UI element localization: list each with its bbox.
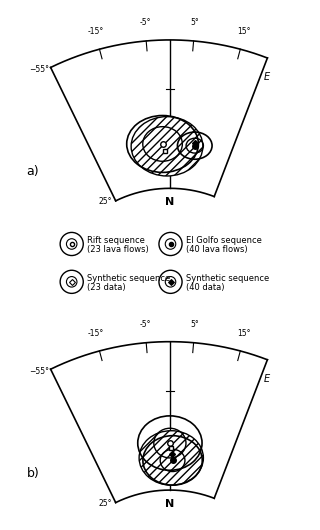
Text: a): a) xyxy=(27,165,39,179)
Text: −55°: −55° xyxy=(29,65,49,74)
Text: -15°: -15° xyxy=(88,27,104,36)
Text: 15°: 15° xyxy=(237,27,251,36)
Ellipse shape xyxy=(139,431,204,485)
Text: (40 lava flows): (40 lava flows) xyxy=(186,245,248,254)
Ellipse shape xyxy=(131,117,203,176)
Text: 5°: 5° xyxy=(190,18,199,27)
Text: b): b) xyxy=(27,467,39,480)
Text: -5°: -5° xyxy=(139,18,151,27)
Text: Synthetic sequence: Synthetic sequence xyxy=(87,273,171,282)
Text: N: N xyxy=(165,197,174,207)
Text: 15°: 15° xyxy=(237,329,251,338)
Text: (23 lava flows): (23 lava flows) xyxy=(87,245,149,254)
Text: -15°: -15° xyxy=(88,329,104,338)
Text: El Golfo sequence: El Golfo sequence xyxy=(186,236,262,245)
Text: −55°: −55° xyxy=(29,367,49,376)
Text: (23 data): (23 data) xyxy=(87,283,126,292)
Text: Synthetic sequence: Synthetic sequence xyxy=(186,273,269,282)
Text: E: E xyxy=(264,374,270,384)
Text: 5°: 5° xyxy=(190,320,199,329)
Text: N: N xyxy=(165,499,174,509)
Text: 25°: 25° xyxy=(99,197,112,206)
Text: -5°: -5° xyxy=(139,320,151,329)
Text: Rift sequence: Rift sequence xyxy=(87,236,145,245)
Text: 25°: 25° xyxy=(99,499,112,508)
Text: (40 data): (40 data) xyxy=(186,283,225,292)
Text: E: E xyxy=(264,72,270,82)
